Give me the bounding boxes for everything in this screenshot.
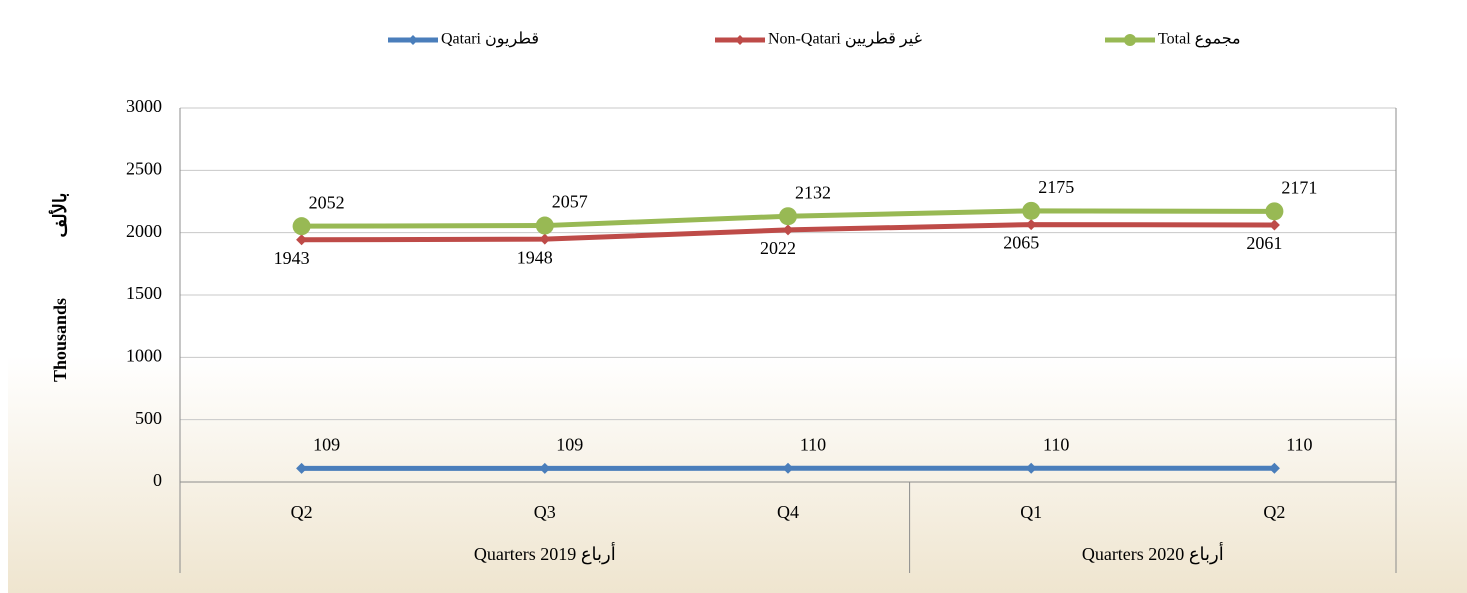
legend-label: Non-Qatari غير قطريين	[768, 31, 922, 48]
data-label: 110	[800, 434, 826, 454]
data-label: 109	[313, 435, 340, 455]
y-tick-label: 1500	[126, 283, 162, 303]
point	[539, 462, 551, 474]
point	[292, 217, 311, 236]
legend-label: Qatari قطريون	[441, 31, 539, 48]
data-label: 2175	[1038, 177, 1074, 197]
x-tick-label: Q3	[534, 502, 556, 522]
point	[296, 234, 308, 246]
point	[539, 233, 551, 245]
data-label: 2171	[1281, 177, 1317, 197]
point	[1268, 219, 1280, 231]
x-tick-label: Q2	[1263, 502, 1285, 522]
point	[1268, 462, 1280, 474]
data-label: 2065	[1003, 233, 1039, 253]
x-tick-label: Q1	[1020, 502, 1042, 522]
data-label: 1943	[274, 248, 310, 268]
x-tick-label: Q4	[777, 502, 799, 522]
data-label: 110	[1043, 434, 1069, 454]
data-label: 2132	[795, 182, 831, 202]
data-label: 1948	[517, 247, 553, 267]
group-label: Quarters 2019 أرباع	[474, 542, 616, 565]
group-label: Quarters 2020 أرباع	[1082, 542, 1224, 565]
x-tick-label: Q2	[291, 502, 313, 522]
legend-marker	[408, 35, 418, 45]
legend-marker	[735, 35, 745, 45]
y-tick-label: 500	[135, 408, 162, 428]
point	[782, 462, 794, 474]
legend-label: Total مجموع	[1158, 31, 1241, 48]
data-label: 110	[1286, 434, 1312, 454]
point	[1022, 201, 1041, 220]
point	[1025, 462, 1037, 474]
legend-marker	[1124, 34, 1136, 46]
y-tick-label: 2000	[126, 221, 162, 241]
data-label: 2022	[760, 238, 796, 258]
point	[296, 462, 308, 474]
y-tick-label: 3000	[126, 96, 162, 116]
point	[782, 224, 794, 236]
data-label: 2057	[552, 192, 588, 212]
y-tick-label: 1000	[126, 345, 162, 365]
background	[8, 0, 1467, 593]
data-label: 2052	[309, 192, 345, 212]
data-label: 109	[556, 435, 583, 455]
point	[1265, 202, 1284, 221]
y-axis-title: Thousands	[50, 298, 70, 382]
point	[779, 207, 797, 226]
y-tick-label: 2500	[126, 158, 162, 178]
y-tick-label: 0	[153, 470, 162, 490]
point	[535, 216, 554, 235]
y-axis-title-ar: بالألف	[48, 193, 70, 238]
data-label: 2061	[1246, 233, 1282, 253]
point	[1025, 219, 1037, 231]
